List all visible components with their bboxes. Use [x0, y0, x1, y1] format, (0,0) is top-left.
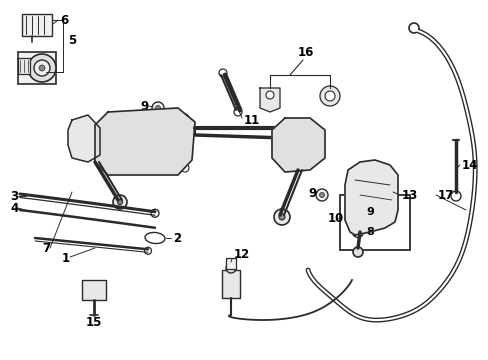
Text: 5: 5 — [68, 33, 76, 46]
Circle shape — [142, 137, 153, 147]
Polygon shape — [95, 108, 195, 175]
Circle shape — [28, 54, 56, 82]
Bar — [82, 280, 106, 300]
Circle shape — [265, 91, 273, 99]
Polygon shape — [260, 88, 280, 112]
Polygon shape — [345, 160, 397, 235]
Circle shape — [88, 144, 96, 152]
Text: 1: 1 — [62, 252, 70, 265]
Circle shape — [352, 247, 362, 257]
Circle shape — [219, 69, 226, 77]
Circle shape — [315, 189, 327, 201]
Circle shape — [408, 23, 418, 33]
Text: 13: 13 — [401, 189, 417, 202]
Text: 16: 16 — [297, 45, 314, 59]
Circle shape — [144, 247, 151, 254]
Text: 7: 7 — [42, 242, 50, 255]
Circle shape — [319, 86, 339, 106]
Text: 3: 3 — [10, 189, 18, 202]
Circle shape — [108, 164, 116, 172]
Circle shape — [325, 91, 334, 101]
Circle shape — [234, 108, 242, 116]
Circle shape — [287, 124, 295, 132]
Text: 14: 14 — [461, 158, 477, 171]
Bar — [225, 258, 236, 269]
Text: 12: 12 — [234, 248, 250, 261]
Circle shape — [151, 209, 159, 217]
Text: 11: 11 — [244, 113, 260, 126]
Polygon shape — [68, 115, 100, 162]
Circle shape — [352, 226, 363, 238]
Bar — [18, 52, 56, 84]
Bar — [222, 270, 240, 298]
Circle shape — [117, 199, 122, 204]
Circle shape — [39, 65, 45, 71]
Circle shape — [273, 209, 289, 225]
Text: 10: 10 — [327, 212, 344, 225]
Text: 8: 8 — [365, 227, 373, 237]
Circle shape — [113, 195, 127, 209]
Text: 9: 9 — [365, 207, 373, 217]
Polygon shape — [271, 118, 325, 172]
Bar — [22, 14, 52, 36]
Circle shape — [355, 210, 359, 214]
Circle shape — [279, 214, 285, 220]
Circle shape — [78, 128, 86, 136]
Circle shape — [304, 124, 311, 132]
Circle shape — [34, 60, 50, 76]
Text: 17: 17 — [437, 189, 453, 202]
Ellipse shape — [145, 233, 164, 244]
Circle shape — [181, 164, 189, 172]
Text: 6: 6 — [60, 14, 68, 27]
Bar — [18, 58, 30, 74]
Circle shape — [181, 114, 189, 122]
Bar — [339, 195, 409, 250]
Text: 9: 9 — [140, 99, 148, 113]
Circle shape — [450, 191, 460, 201]
Circle shape — [108, 114, 116, 122]
Circle shape — [319, 193, 324, 198]
Circle shape — [155, 105, 160, 111]
Circle shape — [132, 126, 163, 158]
Circle shape — [225, 263, 236, 273]
Circle shape — [355, 230, 359, 234]
Circle shape — [152, 102, 163, 114]
Circle shape — [287, 158, 295, 166]
Circle shape — [79, 152, 85, 158]
Text: 4: 4 — [10, 202, 18, 215]
Circle shape — [120, 114, 176, 170]
Text: 15: 15 — [85, 315, 102, 328]
Text: 2: 2 — [173, 231, 181, 244]
Circle shape — [304, 158, 311, 166]
Circle shape — [352, 207, 363, 217]
Text: 9: 9 — [307, 186, 316, 199]
